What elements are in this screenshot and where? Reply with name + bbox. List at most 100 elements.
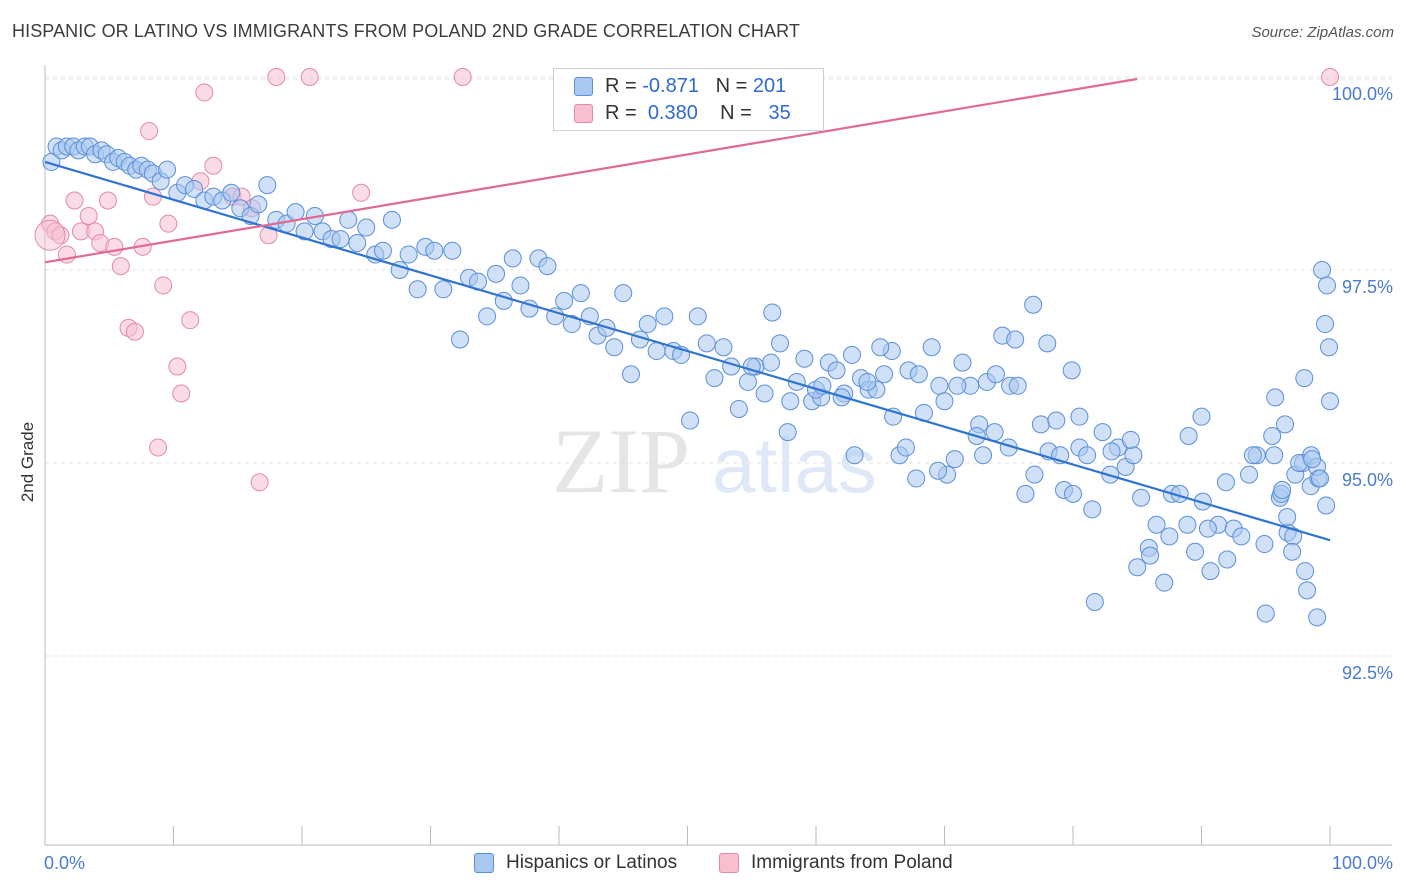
hispanic-point bbox=[1085, 592, 1104, 611]
hispanic-point bbox=[331, 230, 350, 249]
hispanic-point bbox=[755, 384, 774, 403]
poland-point bbox=[143, 187, 162, 206]
hispanic-point bbox=[1038, 334, 1057, 353]
hispanic-point bbox=[1321, 392, 1339, 411]
hispanic-point bbox=[974, 446, 993, 465]
legend-n-value: 35 bbox=[768, 101, 791, 124]
hispanic-point bbox=[478, 307, 497, 326]
hispanic-point bbox=[1243, 446, 1262, 465]
hispanic-point bbox=[1240, 465, 1259, 484]
poland-point bbox=[159, 214, 178, 233]
hispanic-point bbox=[1078, 446, 1097, 465]
watermark: ZIP atlas bbox=[552, 410, 877, 512]
hispanic-point bbox=[1198, 519, 1217, 538]
hispanic-point bbox=[986, 365, 1005, 384]
hispanic-point bbox=[222, 183, 241, 202]
hispanic-point bbox=[357, 218, 376, 237]
trend-lines bbox=[44, 77, 1331, 542]
series-legend-item-poland: Immigrants from Poland bbox=[719, 852, 953, 874]
hispanic-point bbox=[771, 334, 790, 353]
hispanic-point bbox=[1062, 361, 1081, 380]
hispanic-point bbox=[1266, 388, 1285, 407]
hispanic-point bbox=[546, 307, 565, 326]
hispanic-point bbox=[688, 307, 707, 326]
hispanic-point bbox=[1024, 295, 1043, 314]
hispanic-point bbox=[399, 245, 418, 264]
hispanic-point bbox=[1303, 450, 1322, 469]
hispanic-point bbox=[935, 392, 954, 411]
hispanic-point bbox=[1265, 446, 1284, 465]
hispanic-point bbox=[1201, 562, 1220, 581]
hispanic-point bbox=[1006, 330, 1025, 349]
hispanic-point bbox=[621, 365, 640, 384]
series-legend-label: Hispanics or Latinos bbox=[506, 852, 678, 873]
hispanic-point bbox=[1064, 484, 1082, 503]
hispanic-point bbox=[655, 307, 674, 326]
hispanic-point bbox=[1283, 542, 1302, 561]
y-axis-label: 2nd Grade bbox=[18, 422, 37, 502]
hispanic-point bbox=[948, 376, 967, 395]
hispanic-point bbox=[1178, 515, 1197, 534]
hispanic-point bbox=[896, 438, 915, 457]
hispanic-point bbox=[258, 176, 277, 195]
hispanic-point bbox=[929, 461, 948, 480]
hispanic-point bbox=[1278, 508, 1297, 527]
hispanic-point bbox=[1016, 484, 1035, 503]
hispanic-point bbox=[907, 469, 926, 488]
hispanic-point bbox=[1070, 407, 1089, 426]
hispanic-point bbox=[871, 338, 890, 357]
watermark-zip: ZIP bbox=[552, 410, 690, 512]
hispanic-point bbox=[1025, 465, 1044, 484]
hispanic-point bbox=[434, 280, 453, 299]
poland-point bbox=[453, 68, 472, 86]
legend-n-value: 201 bbox=[752, 74, 787, 97]
hispanic-point bbox=[1311, 469, 1330, 488]
hispanic-point bbox=[1256, 604, 1275, 623]
hispanic-point bbox=[562, 315, 581, 334]
poland-point bbox=[105, 237, 124, 256]
hispanic-point bbox=[1263, 426, 1282, 445]
hispanic-point bbox=[382, 210, 401, 229]
hispanic-point bbox=[1232, 527, 1251, 546]
hispanic-point bbox=[1295, 369, 1314, 388]
hispanic-point bbox=[408, 280, 427, 299]
poland-point bbox=[204, 156, 223, 175]
hispanic-point bbox=[778, 423, 797, 442]
poland-point bbox=[98, 191, 117, 210]
hispanic-point bbox=[705, 369, 724, 388]
hispanic-point bbox=[1193, 492, 1212, 511]
poland-trend-line bbox=[44, 77, 1138, 264]
hispanic-point bbox=[697, 334, 716, 353]
hispanic-point bbox=[1318, 276, 1337, 295]
hispanic-point bbox=[1317, 496, 1336, 515]
hispanic-point bbox=[1047, 411, 1066, 430]
hispanic-point bbox=[795, 349, 814, 368]
y-tick-label: 100.0% bbox=[1332, 84, 1393, 104]
hispanic-point bbox=[875, 365, 894, 384]
series-legend-item-hispanic: Hispanics or Latinos bbox=[474, 852, 677, 874]
hispanic-point bbox=[295, 222, 314, 241]
hispanic-point bbox=[339, 210, 358, 229]
hispanic-point bbox=[681, 411, 700, 430]
hispanic-point bbox=[1273, 481, 1292, 500]
hispanic-point bbox=[1186, 542, 1205, 561]
poland-point bbox=[195, 83, 214, 102]
poland-point bbox=[267, 68, 286, 86]
hispanic-point bbox=[158, 160, 177, 179]
hispanic-point bbox=[1031, 415, 1050, 434]
y-tick-label: 97.5% bbox=[1342, 277, 1393, 297]
hispanic-point bbox=[1102, 442, 1121, 461]
hispanic-point bbox=[1160, 527, 1179, 546]
legend-row-hispanic: R = -0.871 N = 201 bbox=[574, 73, 786, 99]
hispanic-point bbox=[1147, 515, 1166, 534]
hispanic-point bbox=[249, 195, 268, 214]
poland-point bbox=[111, 257, 130, 276]
hispanic-point bbox=[1155, 573, 1174, 592]
hispanic-point bbox=[1313, 261, 1332, 279]
hispanic-point bbox=[827, 361, 846, 380]
poland-point bbox=[140, 122, 159, 141]
x-tick-label: 100.0% bbox=[1332, 853, 1393, 873]
poland-point bbox=[149, 438, 168, 457]
hispanic-point bbox=[1124, 446, 1143, 465]
hispanic-point bbox=[953, 353, 972, 372]
